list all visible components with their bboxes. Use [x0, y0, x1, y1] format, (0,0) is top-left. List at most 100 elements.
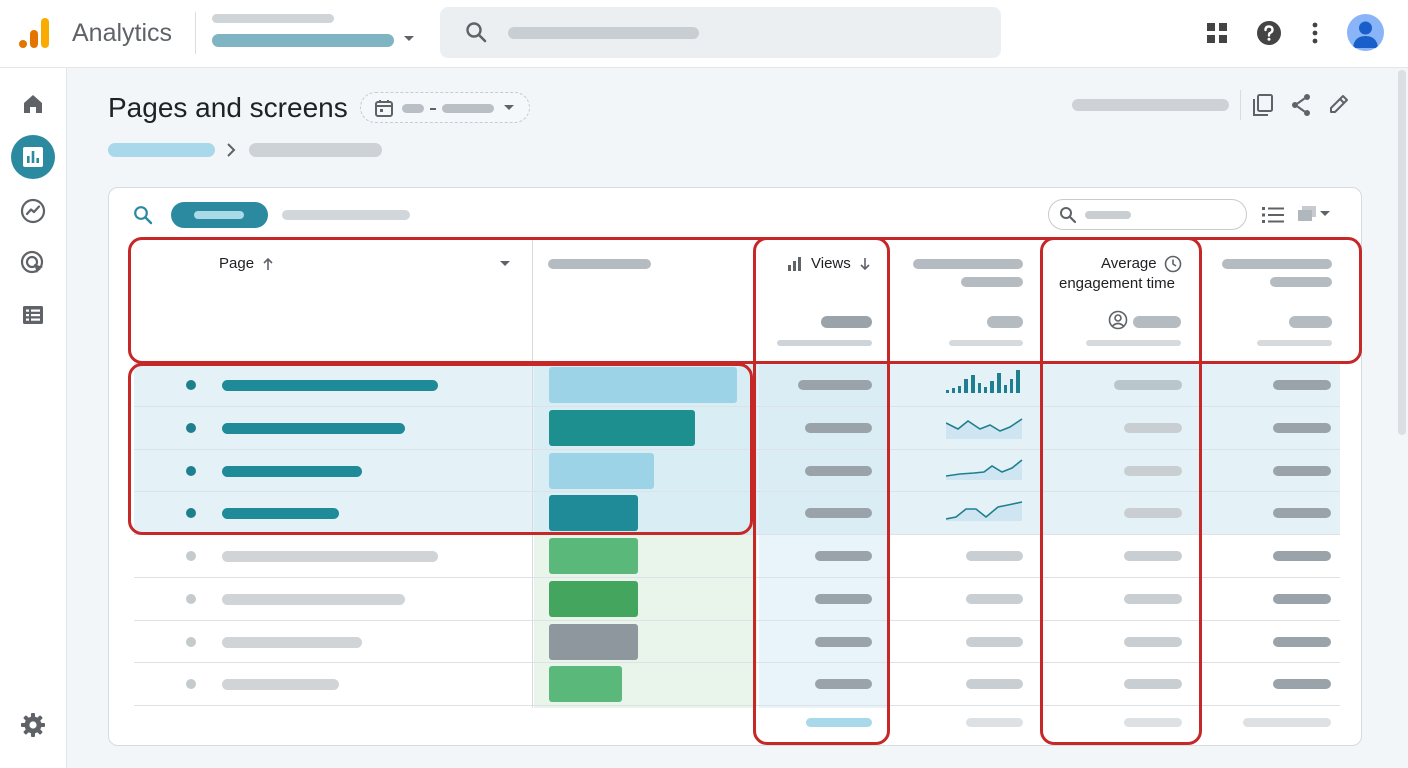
person-icon	[1353, 21, 1378, 48]
property-selector[interactable]	[212, 12, 422, 54]
advertising-icon	[20, 250, 44, 274]
page-path-placeholder[interactable]	[222, 466, 362, 477]
nav-item-reports[interactable]	[11, 135, 55, 179]
avg-engagement-value-placeholder	[1124, 508, 1182, 518]
highlight-top-rows	[128, 363, 753, 535]
row-bullet	[186, 423, 196, 433]
sparkline-line	[946, 501, 1023, 521]
column-header-avg-engagement[interactable]: Average engagement time	[1044, 255, 1184, 297]
bar-chart-icon	[788, 257, 801, 271]
metric-value-placeholder	[1273, 466, 1331, 476]
dimension-dropdown-icon[interactable]	[498, 259, 512, 269]
column-header-views[interactable]: Views	[786, 255, 876, 279]
search-placeholder	[508, 27, 699, 39]
nav-item-home[interactable]	[14, 85, 52, 123]
table-row[interactable]	[134, 663, 1340, 705]
avg-engagement-total-placeholder	[1124, 718, 1182, 727]
table-row[interactable]	[134, 364, 1340, 406]
column-header-page[interactable]: Page	[219, 255, 519, 279]
column-header-placeholder	[913, 259, 1023, 269]
filter-chip[interactable]	[171, 202, 268, 228]
row-divider	[134, 662, 1340, 663]
edit-icon[interactable]	[1328, 93, 1350, 115]
column-header-placeholder	[548, 259, 651, 269]
account-name-placeholder	[212, 14, 334, 23]
page-path-placeholder[interactable]	[222, 380, 438, 391]
search-icon	[1060, 207, 1077, 224]
list-view-icon[interactable]	[1261, 205, 1285, 225]
search-icon[interactable]	[133, 205, 153, 225]
home-icon	[24, 95, 42, 113]
value-bar	[549, 538, 638, 574]
chart-type-selector[interactable]	[1297, 204, 1333, 226]
help-icon[interactable]	[1256, 20, 1282, 46]
page-path-placeholder[interactable]	[222, 679, 339, 690]
account-avatar[interactable]	[1347, 14, 1384, 51]
chevron-right-icon	[227, 143, 236, 157]
nav-item-advertising[interactable]	[14, 244, 52, 282]
row-divider	[134, 449, 1340, 450]
table-search-input[interactable]	[1048, 199, 1247, 230]
avg-engagement-value-placeholder	[1124, 466, 1182, 476]
row-divider	[134, 705, 1340, 706]
table-row[interactable]	[134, 578, 1340, 620]
row-bullet	[186, 594, 196, 604]
table-row[interactable]	[134, 492, 1340, 534]
views-total-placeholder	[806, 718, 872, 727]
nav-item-explore[interactable]	[14, 192, 52, 230]
scrollbar[interactable]	[1398, 70, 1406, 435]
column-header-placeholder	[1222, 259, 1332, 269]
metric-value-placeholder	[1273, 423, 1331, 433]
nav-item-settings[interactable]	[14, 706, 52, 744]
reports-icon	[23, 147, 43, 167]
highlight-avg-engagement-column	[1040, 237, 1202, 745]
chevron-down-icon	[504, 105, 514, 110]
views-value-placeholder	[815, 551, 872, 561]
metric-total-placeholder	[987, 316, 1023, 328]
page-path-placeholder[interactable]	[222, 423, 405, 434]
app-name: Analytics	[72, 19, 173, 47]
apps-icon[interactable]	[1206, 22, 1228, 44]
search-bar[interactable]	[440, 7, 1001, 58]
table-row[interactable]	[134, 450, 1340, 491]
avg-engagement-value-placeholder	[1124, 423, 1182, 433]
date-start-placeholder	[402, 104, 424, 113]
left-nav	[0, 68, 67, 768]
calendar-icon	[375, 100, 393, 117]
page-path-placeholder[interactable]	[222, 551, 438, 562]
column-header-views-label: Views	[811, 255, 851, 272]
breadcrumb-segment[interactable]	[249, 143, 382, 157]
more-vert-icon[interactable]	[1308, 21, 1322, 45]
table-row[interactable]	[134, 535, 1340, 577]
metric-percent-placeholder	[1086, 340, 1181, 346]
avg-engagement-value-placeholder	[1124, 594, 1182, 604]
breadcrumb-segment[interactable]	[108, 143, 215, 157]
column-header-page-label: Page	[219, 255, 255, 272]
table-row[interactable]	[134, 621, 1340, 662]
row-divider	[134, 406, 1340, 407]
page-path-placeholder[interactable]	[222, 637, 362, 648]
totals-row	[134, 706, 1340, 745]
sparkline-line	[946, 418, 1023, 439]
metric-total-placeholder	[1133, 316, 1181, 328]
compare-icon[interactable]	[1252, 93, 1274, 117]
column-header-placeholder	[1270, 277, 1332, 287]
metric-value-placeholder	[1273, 508, 1331, 518]
page-path-placeholder[interactable]	[222, 594, 405, 605]
analytics-logo[interactable]	[18, 16, 52, 50]
last-updated-placeholder	[1072, 99, 1229, 111]
table-row[interactable]	[134, 407, 1340, 449]
date-separator	[430, 108, 436, 110]
metric-percent-placeholder	[1257, 340, 1332, 346]
metric-value-placeholder	[966, 594, 1023, 604]
value-bar	[549, 453, 654, 489]
avg-engagement-value-placeholder	[1114, 380, 1182, 390]
nav-item-configure[interactable]	[14, 296, 52, 334]
settings-icon	[21, 713, 45, 737]
views-value-placeholder	[815, 679, 872, 689]
report-table-card: Page Views Average engagement time	[108, 187, 1362, 746]
date-range-picker[interactable]	[360, 92, 530, 123]
value-bar	[549, 410, 695, 446]
page-path-placeholder[interactable]	[222, 508, 339, 519]
share-icon[interactable]	[1290, 93, 1312, 117]
